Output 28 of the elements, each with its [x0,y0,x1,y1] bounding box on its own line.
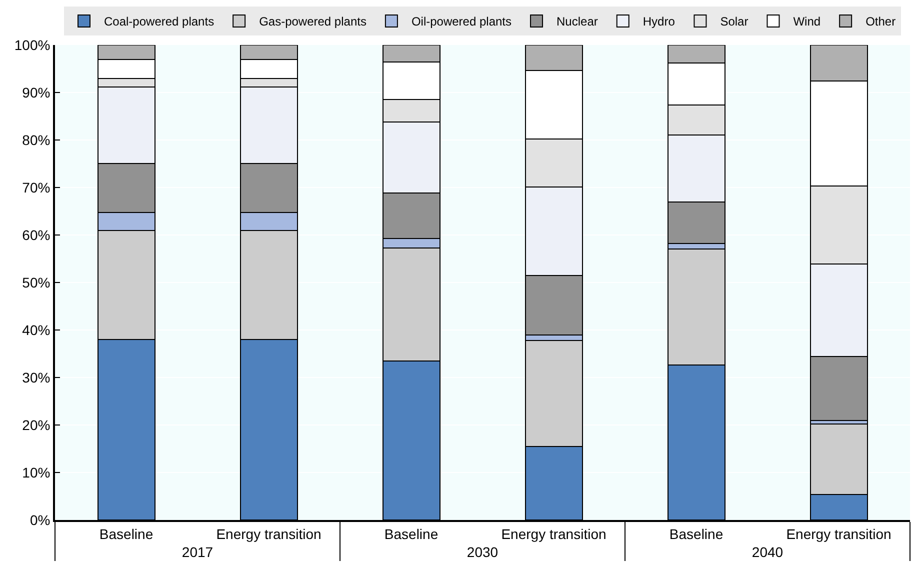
x-tick-label: Energy transition [501,526,606,542]
legend-label: Gas-powered plants [259,14,366,29]
legend-label: Hydro [642,14,676,29]
y-tick-label: 10% [22,464,50,480]
y-tick-label: 40% [22,322,50,338]
y-tick-label: 100% [14,36,50,53]
legend-label: Solar [720,14,748,29]
legend-label: Other [866,14,896,29]
legend-label: Oil-powered plants [411,14,512,29]
y-tick-label: 80% [22,132,50,148]
y-tick-label: 60% [22,226,50,243]
x-tick-label: Baseline [669,526,724,542]
text: 2030 [466,544,498,560]
legend-label: Coal-powered plants [104,14,214,29]
x-tick-label: Baseline [99,526,154,542]
text: 2017 [182,544,214,560]
y-tick-label: 70% [22,179,50,196]
y-tick-label: 0% [30,512,50,528]
y-tick-label: 90% [22,84,50,100]
legend-label: Nuclear [556,14,598,29]
y-tick-label: 20% [22,416,50,433]
y-tick-label: 50% [22,274,50,290]
x-tick-label: Energy transition [786,526,892,542]
x-tick-label: Energy transition [216,526,322,542]
y-tick-label: 30% [22,369,50,386]
x-tick-label: Baseline [384,526,438,542]
text: 2040 [752,544,784,560]
legend-label: Wind [793,14,821,29]
